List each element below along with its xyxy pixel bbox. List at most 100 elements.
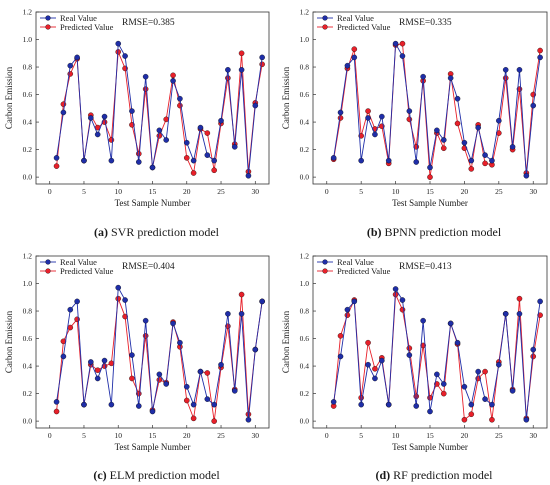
y-tick-label: 0.6: [23, 90, 33, 99]
legend-marker: [322, 24, 328, 30]
data-point-predicted: [170, 72, 176, 79]
data-point-real: [447, 320, 454, 327]
data-point-real: [74, 54, 80, 61]
data-point-real: [461, 139, 468, 146]
data-point-predicted: [190, 415, 197, 422]
data-point-real: [413, 403, 420, 409]
data-point-real: [136, 403, 142, 409]
data-point-real: [142, 73, 149, 80]
data-point-real: [468, 401, 475, 408]
data-point-real: [489, 157, 495, 164]
caption-letter: (c): [93, 468, 106, 482]
data-point-predicted: [337, 333, 344, 339]
data-point-real: [392, 286, 399, 292]
data-point-real: [204, 152, 211, 158]
x-tick-label: 5: [359, 187, 363, 196]
data-point-predicted: [372, 366, 378, 372]
data-point-real: [81, 401, 87, 408]
caption-letter: (a): [94, 225, 108, 239]
x-axis-label: Test Sample Number: [115, 442, 191, 452]
data-point-real: [337, 353, 344, 360]
x-axis-label: Test Sample Number: [392, 198, 468, 208]
data-point-real: [537, 298, 543, 305]
y-tick-label: 0.2: [300, 389, 310, 398]
data-point-predicted: [108, 360, 115, 367]
data-point-real: [170, 320, 176, 327]
y-tick-label: 0.6: [23, 334, 33, 343]
data-point-real: [516, 311, 523, 317]
series-line-real: [333, 42, 541, 176]
y-tick-label: 0.8: [23, 307, 33, 316]
legend-marker: [45, 24, 51, 30]
x-tick-label: 0: [325, 187, 329, 196]
data-point-predicted: [204, 130, 211, 136]
x-tick-label: 20: [183, 187, 191, 196]
data-point-real: [530, 102, 537, 109]
y-tick-label: 0.4: [300, 362, 310, 371]
y-tick-label: 0.8: [300, 63, 310, 72]
data-point-real: [252, 346, 259, 353]
data-point-real: [94, 131, 101, 138]
data-point-predicted: [142, 86, 149, 92]
panel-4: 0.0 0.2 0.4 0.6 0.8 1.0 1.2 0 5 10 15 20 25 30 Test Sa…: [281, 252, 548, 482]
x-tick-label: 10: [392, 431, 400, 440]
data-point-predicted: [365, 339, 371, 346]
data-point-real: [475, 368, 481, 375]
data-point-predicted: [177, 102, 183, 109]
data-point-predicted: [211, 167, 217, 174]
data-point-real: [81, 157, 87, 164]
data-point-real: [190, 157, 197, 164]
data-point-predicted: [67, 324, 74, 331]
data-point-predicted: [190, 170, 197, 176]
data-point-predicted: [502, 75, 509, 81]
data-point-real: [365, 361, 371, 368]
panel-caption: (d) RF prediction model: [376, 468, 494, 482]
data-point-real: [434, 127, 440, 134]
plot-frame: [35, 255, 270, 429]
x-tick-label: 30: [529, 187, 537, 196]
rmse-annotation: RMSE=0.385: [122, 18, 175, 28]
y-tick-label: 0.6: [300, 90, 310, 99]
x-tick-label: 20: [461, 431, 469, 440]
data-point-real: [177, 95, 183, 102]
y-tick-label: 0.0: [23, 173, 33, 182]
caption-text: ELM prediction model: [107, 468, 221, 482]
x-tick-label: 30: [529, 431, 537, 440]
legend-label: Predicted Value: [337, 266, 391, 276]
x-tick-label: 5: [359, 431, 363, 440]
rmse-annotation: RMSE=0.335: [399, 18, 452, 28]
data-point-real: [399, 53, 406, 59]
y-tick-label: 0.4: [300, 118, 310, 127]
x-tick-label: 20: [461, 187, 469, 196]
y-tick-label: 1.2: [23, 252, 33, 261]
data-point-real: [211, 401, 217, 408]
data-point-predicted: [183, 155, 190, 161]
data-point-real: [358, 157, 364, 164]
data-point-real: [406, 108, 413, 114]
x-axis-label: Test Sample Number: [392, 442, 468, 452]
y-tick-label: 1.2: [300, 252, 310, 261]
data-point-real: [358, 401, 364, 408]
data-point-predicted: [496, 130, 502, 136]
data-point-real: [67, 306, 74, 313]
y-tick-label: 1.0: [300, 279, 310, 288]
data-point-real: [475, 124, 481, 131]
data-point-real: [67, 62, 74, 69]
plot-frame: [312, 255, 548, 429]
data-point-real: [379, 357, 385, 364]
data-point-real: [461, 383, 468, 390]
data-point-real: [399, 297, 406, 303]
data-point-real: [211, 157, 217, 164]
rmse-annotation: RMSE=0.413: [399, 262, 452, 272]
y-tick-label: 0.0: [300, 417, 310, 426]
x-tick-label: 10: [392, 187, 400, 196]
data-point-predicted: [427, 174, 433, 180]
data-point-predicted: [406, 345, 413, 351]
data-point-real: [509, 144, 516, 150]
x-tick-label: 0: [48, 431, 52, 440]
x-axis-label: Test Sample Number: [115, 198, 191, 208]
data-point-real: [231, 388, 238, 394]
data-point-predicted: [420, 342, 426, 349]
data-point-real: [502, 67, 509, 73]
